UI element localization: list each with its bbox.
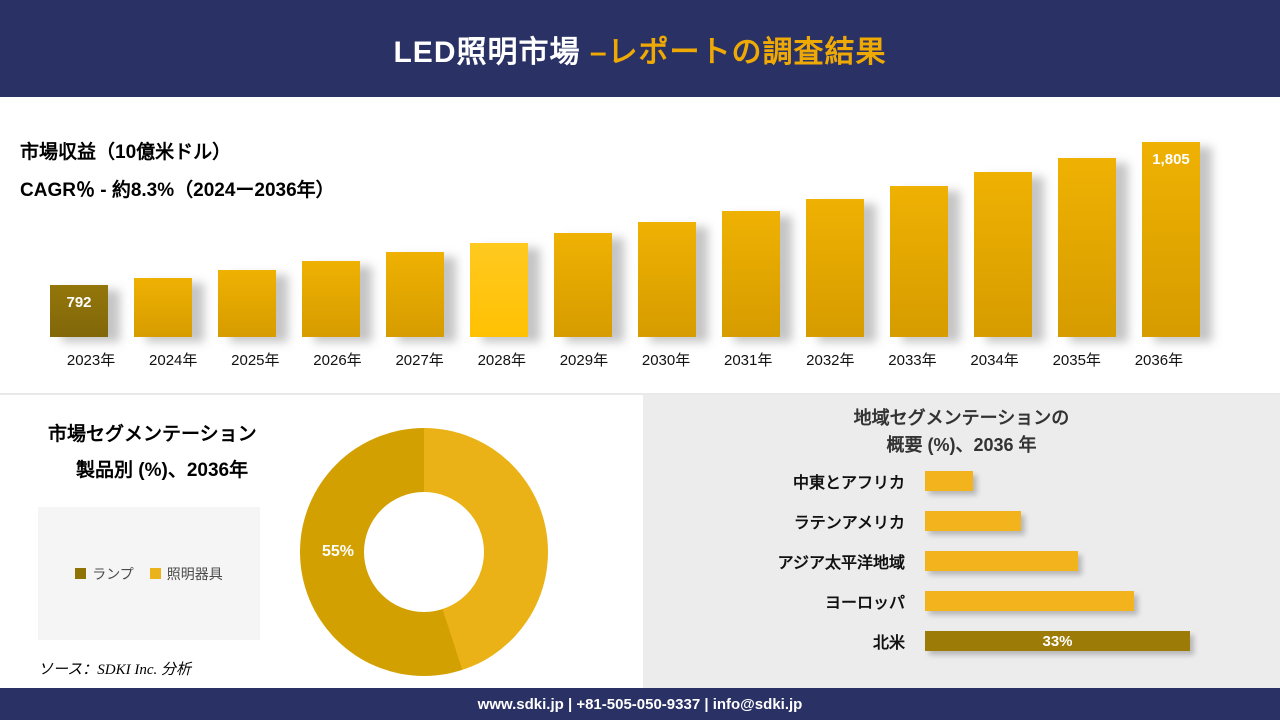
revenue-year-label: 2027年 (395, 352, 444, 369)
legend-lamp-label: ランプ (92, 565, 134, 582)
section-divider (0, 393, 1280, 395)
donut-chart-wrap: 55% (300, 428, 548, 676)
region-title: 地域セグメンテーションの 概要 (%)、2036 年 (643, 405, 1280, 459)
revenue-year-label: 2036年 (1134, 352, 1184, 369)
region-row: ヨーロッパ (643, 581, 1280, 621)
region-bar (925, 471, 973, 491)
region-label: アジア太平洋地域 (777, 555, 905, 572)
region-row: ラテンアメリカ (643, 501, 1280, 541)
revenue-bar (722, 211, 780, 337)
region-label: ラテンアメリカ (793, 515, 905, 532)
revenue-bar (134, 278, 192, 337)
revenue-year-label: 2026年 (313, 352, 362, 369)
revenue-bar (974, 172, 1032, 337)
revenue-cagr-label: CAGR％ - 約8.3%（2024ー2036年） (20, 180, 335, 201)
revenue-chart: 792 1,805 2023年 2024年 2025年 2026年 2027年 2028年 2… (50, 140, 1200, 370)
page-title: LED照明市場 –レポートの調査結果 (393, 27, 886, 71)
footer-bar: www.sdki.jp | +81-505-050-9337 | info@sd… (0, 688, 1280, 720)
revenue-bar (218, 270, 276, 337)
revenue-year-label: 2032年 (806, 352, 855, 369)
revenue-year-label: 2035年 (1052, 352, 1101, 369)
revenue-year-label: 2023年 (66, 352, 116, 369)
region-row: 北米 33% (643, 621, 1280, 661)
revenue-year-label: 2034年 (970, 352, 1019, 369)
revenue-value-label: 1,805 (1152, 151, 1190, 168)
revenue-year-label: 2030年 (641, 352, 691, 369)
legend-fixture-label: 照明器具 (166, 565, 223, 582)
page-title-main: LED照明市場 (393, 35, 590, 69)
revenue-year-label: 2028年 (477, 352, 526, 369)
revenue-bar: 792 (50, 285, 108, 337)
region-bar: 33% (925, 631, 1190, 651)
revenue-bar (302, 261, 360, 337)
region-row: アジア太平洋地域 (643, 541, 1280, 581)
product-segmentation-panel: 市場セグメンテーション 製品別 (%)、2036年 ランプ 照明器具 55% ソ… (0, 395, 642, 688)
fixture-swatch-icon (149, 568, 161, 579)
region-label: ヨーロッパ (824, 595, 905, 612)
source-note: ソース：SDKI Inc. 分析 (38, 662, 191, 678)
donut-hole (364, 492, 484, 612)
region-rows: 中東とアフリカ ラテンアメリカアジア太平洋地域ヨーロッパ北米 33% (643, 461, 1280, 661)
revenue-year-label: 2025年 (231, 352, 280, 369)
revenue-bar: 1,805 (1142, 142, 1200, 337)
lamp-swatch-icon (75, 568, 87, 579)
region-row: 中東とアフリカ (643, 461, 1280, 501)
revenue-year-label: 2033年 (888, 352, 937, 369)
region-label: 北米 (872, 635, 905, 652)
region-title-line2: 概要 (%)、2036 年 (886, 435, 1037, 455)
revenue-bars: 792 1,805 (50, 140, 1200, 337)
segmentation-title-line2: 製品別 (%)、2036年 (76, 460, 249, 481)
region-value-label: 33% (1042, 632, 1073, 650)
page-title-accent: –レポートの調査結果 (589, 35, 887, 69)
region-segmentation-panel: 地域セグメンテーションの 概要 (%)、2036 年 中東とアフリカ ラテンアメリ… (643, 395, 1280, 688)
revenue-bar (386, 252, 444, 337)
region-title-line1: 地域セグメンテーションの (853, 408, 1070, 428)
legend-item-fixture: 照明器具 (149, 564, 223, 584)
region-bar (925, 591, 1134, 611)
revenue-bar (470, 243, 528, 337)
header-banner: LED照明市場 –レポートの調査結果 (0, 0, 1280, 97)
revenue-year-label: 2024年 (149, 352, 198, 369)
region-bar (925, 551, 1078, 571)
product-legend: ランプ 照明器具 (38, 507, 260, 640)
revenue-value-label: 792 (66, 294, 92, 311)
revenue-bar (1058, 158, 1116, 337)
legend-item-lamp: ランプ (75, 564, 134, 584)
footer-contact-text: www.sdki.jp | +81-505-050-9337 | info@sd… (477, 695, 803, 713)
revenue-chart-section: 市場収益（10億米ドル） CAGR％ - 約8.3%（2024ー2036年） 7… (0, 97, 1280, 393)
region-label: 中東とアフリカ (792, 475, 905, 492)
revenue-years: 2023年 2024年 2025年 2026年 2027年 2028年 2029年 2030年… (50, 349, 1200, 370)
revenue-year-label: 2031年 (724, 352, 773, 369)
revenue-bar (890, 186, 948, 337)
revenue-bar (554, 233, 612, 337)
region-bar (925, 511, 1021, 531)
revenue-bar (806, 199, 864, 337)
revenue-metric-label: 市場収益（10億米ドル） (20, 142, 232, 163)
revenue-year-label: 2029年 (559, 352, 609, 369)
donut-percent-label: 55% (322, 543, 355, 560)
revenue-bar (638, 222, 696, 337)
segmentation-title-line1: 市場セグメンテーション (48, 424, 257, 445)
